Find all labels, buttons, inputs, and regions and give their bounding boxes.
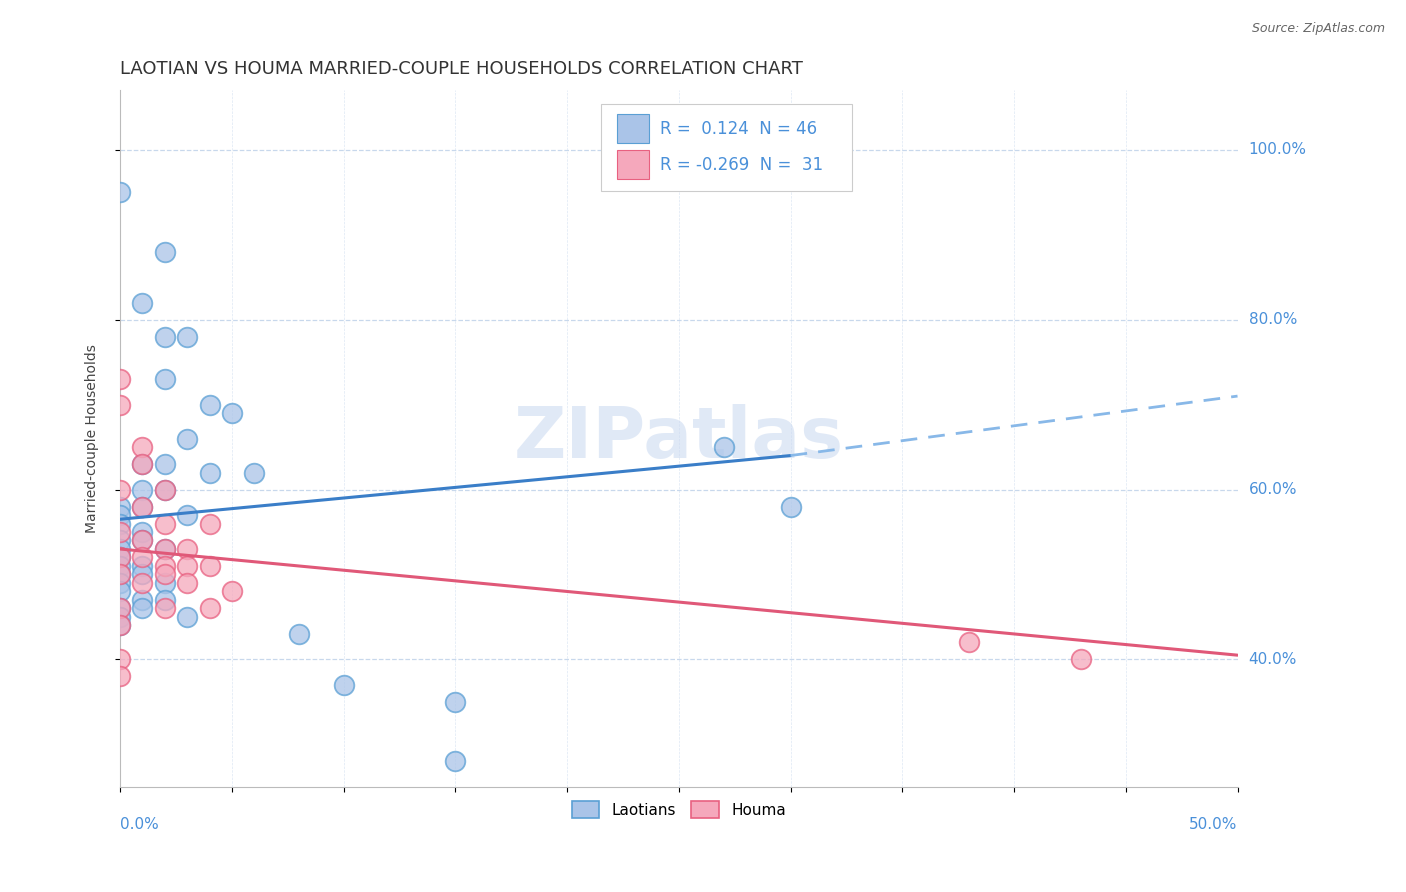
Point: [332, 678, 354, 692]
Point: [779, 500, 801, 514]
Point: [131, 457, 153, 471]
Point: [176, 541, 198, 556]
Point: [176, 508, 198, 522]
Point: [108, 372, 131, 386]
Point: [153, 483, 176, 497]
Point: [176, 559, 198, 574]
Text: ZIPatlas: ZIPatlas: [513, 404, 844, 473]
Point: [131, 524, 153, 539]
Point: [108, 567, 131, 582]
Point: [108, 550, 131, 565]
Point: [153, 601, 176, 615]
Point: [198, 559, 221, 574]
Point: [243, 466, 266, 480]
Point: [108, 398, 131, 412]
Point: [288, 627, 311, 641]
Point: [198, 516, 221, 531]
Point: [131, 500, 153, 514]
Point: [131, 550, 153, 565]
Point: [221, 406, 243, 420]
Point: [108, 524, 131, 539]
Point: [108, 567, 131, 582]
Point: [131, 457, 153, 471]
Point: [176, 329, 198, 343]
Point: [153, 541, 176, 556]
Point: [153, 244, 176, 259]
Point: [153, 372, 176, 386]
Text: R = -0.269  N =  31: R = -0.269 N = 31: [659, 156, 823, 174]
Text: 80.0%: 80.0%: [1249, 312, 1296, 327]
Point: [108, 541, 131, 556]
Point: [153, 483, 176, 497]
FancyBboxPatch shape: [617, 150, 648, 179]
Point: [108, 516, 131, 531]
Text: Source: ZipAtlas.com: Source: ZipAtlas.com: [1251, 22, 1385, 36]
Point: [108, 618, 131, 632]
Point: [131, 500, 153, 514]
Point: [108, 185, 131, 199]
Point: [131, 593, 153, 607]
Point: [131, 440, 153, 454]
Point: [108, 618, 131, 632]
Text: 100.0%: 100.0%: [1249, 142, 1306, 157]
Point: [108, 483, 131, 497]
Text: 50.0%: 50.0%: [1189, 817, 1237, 832]
Point: [131, 533, 153, 548]
Point: [176, 610, 198, 624]
Point: [153, 593, 176, 607]
Point: [221, 584, 243, 599]
FancyBboxPatch shape: [600, 104, 852, 191]
Text: 0.0%: 0.0%: [120, 817, 159, 832]
Point: [176, 432, 198, 446]
Text: 60.0%: 60.0%: [1249, 482, 1298, 497]
Point: [131, 601, 153, 615]
Point: [1070, 652, 1092, 666]
Legend: Laotians, Houma: Laotians, Houma: [565, 795, 792, 824]
Point: [957, 635, 980, 649]
Y-axis label: Married-couple Households: Married-couple Households: [86, 344, 100, 533]
Point: [108, 601, 131, 615]
Point: [108, 500, 131, 514]
Point: [198, 601, 221, 615]
Point: [131, 295, 153, 310]
Point: [131, 576, 153, 591]
Point: [153, 541, 176, 556]
Point: [108, 669, 131, 683]
Point: [444, 755, 467, 769]
Point: [131, 567, 153, 582]
Point: [198, 398, 221, 412]
Point: [108, 576, 131, 591]
Point: [131, 483, 153, 497]
Text: 40.0%: 40.0%: [1249, 652, 1296, 667]
FancyBboxPatch shape: [617, 114, 648, 144]
Point: [153, 329, 176, 343]
Point: [108, 533, 131, 548]
Point: [108, 610, 131, 624]
Point: [108, 550, 131, 565]
Point: [131, 559, 153, 574]
Point: [108, 601, 131, 615]
Point: [153, 457, 176, 471]
Point: [153, 516, 176, 531]
Point: [108, 584, 131, 599]
Point: [108, 559, 131, 574]
Point: [153, 559, 176, 574]
Point: [108, 508, 131, 522]
Point: [198, 466, 221, 480]
Point: [444, 695, 467, 709]
Text: LAOTIAN VS HOUMA MARRIED-COUPLE HOUSEHOLDS CORRELATION CHART: LAOTIAN VS HOUMA MARRIED-COUPLE HOUSEHOL…: [120, 60, 803, 78]
Point: [108, 652, 131, 666]
Point: [176, 576, 198, 591]
Point: [153, 567, 176, 582]
Point: [713, 440, 735, 454]
Point: [131, 533, 153, 548]
Text: R =  0.124  N = 46: R = 0.124 N = 46: [659, 120, 817, 137]
Point: [153, 576, 176, 591]
